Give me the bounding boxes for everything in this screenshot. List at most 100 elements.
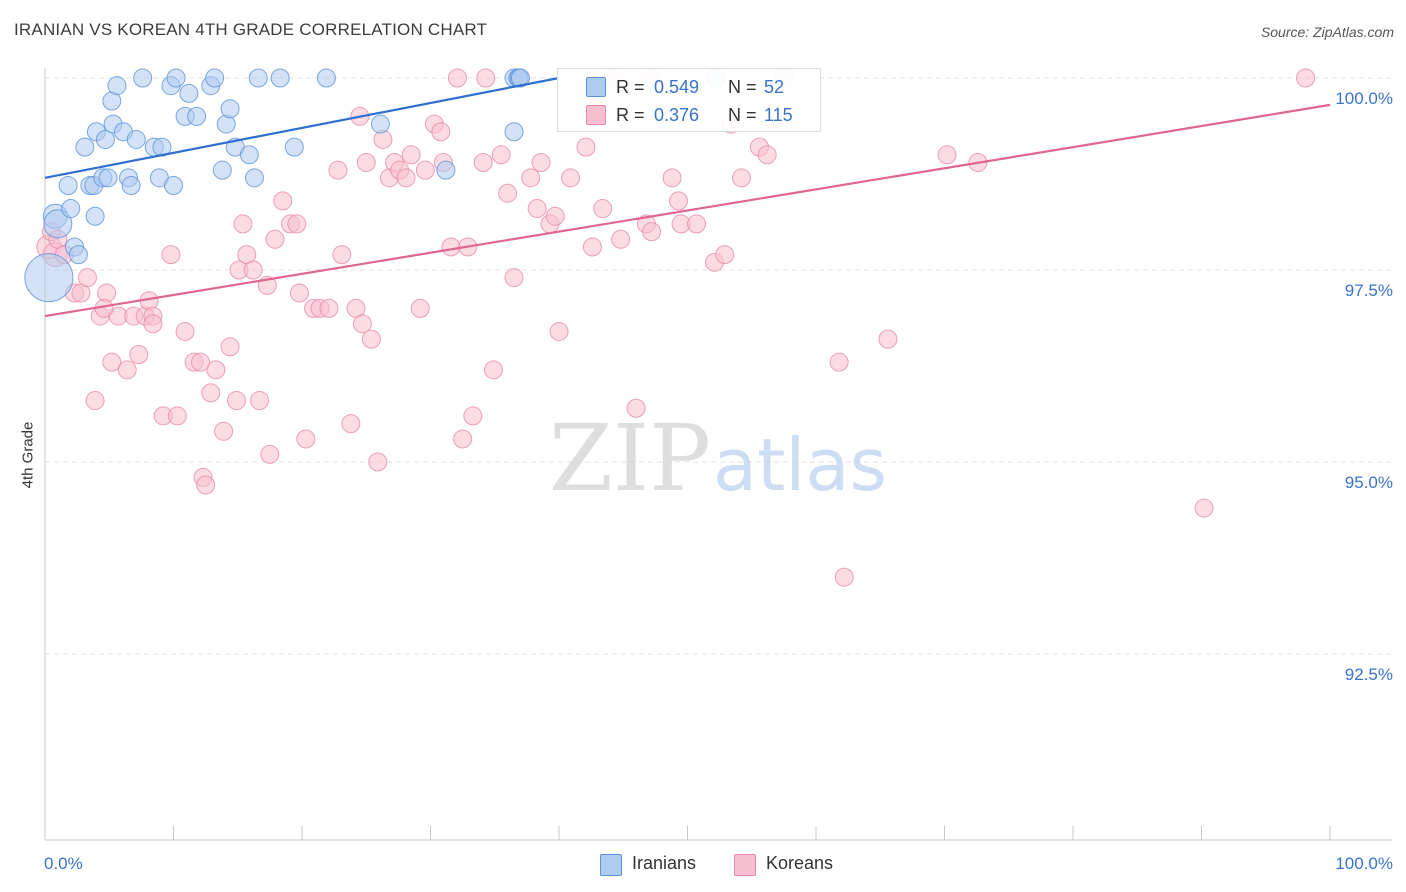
koreans-point [243, 260, 263, 280]
koreans-point [441, 237, 461, 257]
iranians-point [270, 68, 290, 88]
koreans-point [220, 337, 240, 357]
koreans-point [102, 352, 122, 372]
grid-layer [45, 77, 1392, 655]
tick-label-layer: 92.5% 95.0% 97.5% 100.0% 0.0% 100.0% [44, 89, 1393, 873]
koreans-n-value: 115 [764, 105, 793, 125]
koreans-point [757, 145, 777, 165]
iranians-trend-line [44, 76, 560, 179]
iranians-legend-swatch [600, 854, 622, 876]
iranians-point [504, 122, 524, 142]
koreans-point [593, 199, 613, 219]
iranians-n-label: N = [728, 77, 757, 97]
koreans-point [319, 298, 339, 318]
y-tick-label: 97.5% [1345, 281, 1393, 300]
stats-row-koreans: R = 0.376 N = 115 [558, 103, 820, 127]
y-tick-label: 92.5% [1345, 665, 1393, 684]
koreans-point [214, 421, 234, 441]
koreans-point [937, 145, 957, 165]
koreans-point [498, 183, 518, 203]
koreans-point [521, 168, 541, 188]
stats-row-iranians: R = 0.549 N = 52 [558, 75, 820, 99]
koreans-point [662, 168, 682, 188]
y-tick-label: 100.0% [1335, 89, 1393, 108]
points-layer [24, 68, 1316, 587]
iranians-point [133, 68, 153, 88]
iranians-point [85, 206, 105, 226]
x-tick-label: 100.0% [1335, 854, 1393, 873]
koreans-point [582, 237, 602, 257]
koreans-point [401, 145, 421, 165]
koreans-point [77, 268, 97, 288]
iranians-point [61, 199, 81, 219]
koreans-point [287, 214, 307, 234]
koreans-point [576, 137, 596, 157]
iranians-point [98, 168, 118, 188]
iranians-point [244, 168, 264, 188]
koreans-point [527, 199, 547, 219]
x-tick-label: 0.0% [44, 854, 83, 873]
koreans-point [206, 360, 226, 380]
koreans-point [504, 268, 524, 288]
koreans-point [85, 391, 105, 411]
iranians-point [220, 99, 240, 119]
koreans-point [715, 245, 735, 265]
koreans-point [463, 406, 483, 426]
iranians-point [43, 209, 73, 239]
watermark: ZIP atlas [549, 405, 887, 512]
koreans-swatch [586, 105, 606, 125]
koreans-r-value: 0.376 [654, 105, 700, 125]
koreans-point [361, 329, 381, 349]
stats-box: R = 0.549 N = 52 R = 0.376 N = 115 [557, 68, 821, 132]
iranians-point [248, 68, 268, 88]
iranians-point [24, 253, 74, 303]
iranians-n-value: 52 [764, 77, 785, 97]
y-axis-label: 4th Grade [19, 421, 37, 489]
iranians-point [95, 129, 115, 149]
legend: Iranians Koreans [0, 852, 1406, 878]
iranians-point [436, 160, 456, 180]
legend-label-iranians: Iranians [632, 853, 697, 873]
koreans-point [642, 222, 662, 242]
koreans-point [878, 329, 898, 349]
koreans-point [117, 360, 137, 380]
koreans-point [273, 191, 293, 211]
koreans-point [834, 567, 854, 587]
koreans-n-label: N = [728, 105, 757, 125]
koreans-point [161, 245, 181, 265]
koreans-point [453, 429, 473, 449]
koreans-point [476, 68, 496, 88]
watermark-atlas: atlas [713, 423, 887, 507]
y-tick-label: 95.0% [1345, 473, 1393, 492]
koreans-point [491, 145, 511, 165]
koreans-point [328, 160, 348, 180]
iranians-point [284, 137, 304, 157]
koreans-point [561, 168, 581, 188]
koreans-point [431, 122, 451, 142]
koreans-point [626, 398, 646, 418]
koreans-point [226, 391, 246, 411]
iranians-point [68, 245, 88, 265]
iranians-point [121, 176, 141, 196]
iranians-point [179, 83, 199, 103]
koreans-point [410, 298, 430, 318]
legend-label-koreans: Koreans [766, 853, 834, 873]
koreans-point [250, 391, 270, 411]
koreans-point [483, 360, 503, 380]
iranians-point [107, 76, 127, 96]
koreans-point [356, 152, 376, 172]
koreans-point [686, 214, 706, 234]
koreans-point [447, 68, 467, 88]
koreans-point [1194, 498, 1214, 518]
trend-layer [44, 76, 1331, 318]
koreans-point [669, 191, 689, 211]
chart-title: IRANIAN VS KOREAN 4TH GRADE CORRELATION … [14, 20, 488, 39]
koreans-point [731, 168, 751, 188]
koreans-point [415, 160, 435, 180]
koreans-r-label: R = [616, 105, 645, 125]
koreans-point [196, 475, 216, 495]
koreans-point [396, 168, 416, 188]
koreans-point [473, 152, 493, 172]
source-credit: Source: ZipAtlas.com [1260, 24, 1394, 40]
